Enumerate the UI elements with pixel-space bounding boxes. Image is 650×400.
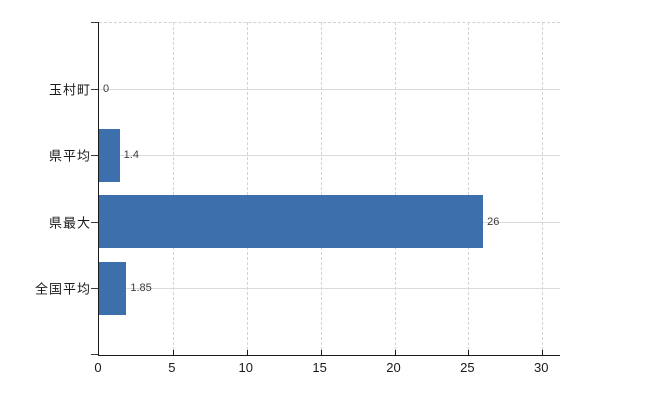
vertical-gridline [172, 22, 174, 355]
x-axis-tick [320, 350, 322, 355]
x-axis-tick [468, 350, 470, 355]
x-tick-label: 10 [238, 360, 253, 375]
bar-value-label: 1.85 [130, 282, 152, 295]
bar-value-label: 0 [103, 82, 110, 95]
value-axis-labels: 0 5 10 15 20 25 30 [94, 360, 559, 380]
x-axis-tick [394, 350, 396, 355]
y-axis-tick [91, 155, 98, 157]
x-tick-label: 15 [312, 360, 327, 375]
vertical-gridline [542, 22, 544, 355]
bar [99, 195, 484, 249]
y-axis-tick [91, 22, 98, 23]
plot-top-gridline [99, 22, 560, 23]
x-axis-tick [542, 350, 544, 355]
bar [99, 128, 120, 182]
vertical-gridline [394, 22, 396, 355]
plot-area: 0 1.4 26 1.85 [91, 22, 560, 356]
horizontal-gridline [99, 88, 560, 90]
horizontal-gridline [99, 155, 560, 157]
y-axis-tick [91, 288, 98, 290]
x-tick-label: 0 [94, 360, 102, 375]
category-axis-labels: 玉村町県平均県最大全国平均 [0, 22, 91, 355]
bar [99, 261, 127, 315]
x-tick-label: 20 [386, 360, 401, 375]
x-tick-label: 25 [460, 360, 475, 375]
y-axis-tick [91, 354, 98, 355]
vertical-gridline [468, 22, 470, 355]
y-axis-tick [91, 221, 98, 223]
category-label: 全国平均 [34, 281, 91, 297]
x-axis-tick [246, 350, 248, 355]
category-label: 玉村町 [48, 82, 91, 98]
category-label: 県最大 [48, 215, 91, 231]
bar-value-label: 26 [487, 215, 500, 228]
x-tick-label: 5 [168, 360, 176, 375]
category-label: 県平均 [48, 148, 91, 164]
vertical-gridline [320, 22, 322, 355]
x-tick-label: 30 [534, 360, 549, 375]
bar-value-label: 1.4 [123, 149, 139, 162]
y-axis-tick [91, 88, 98, 90]
vertical-gridline [246, 22, 248, 355]
horizontal-gridline [99, 288, 560, 290]
x-axis-tick [172, 350, 174, 355]
